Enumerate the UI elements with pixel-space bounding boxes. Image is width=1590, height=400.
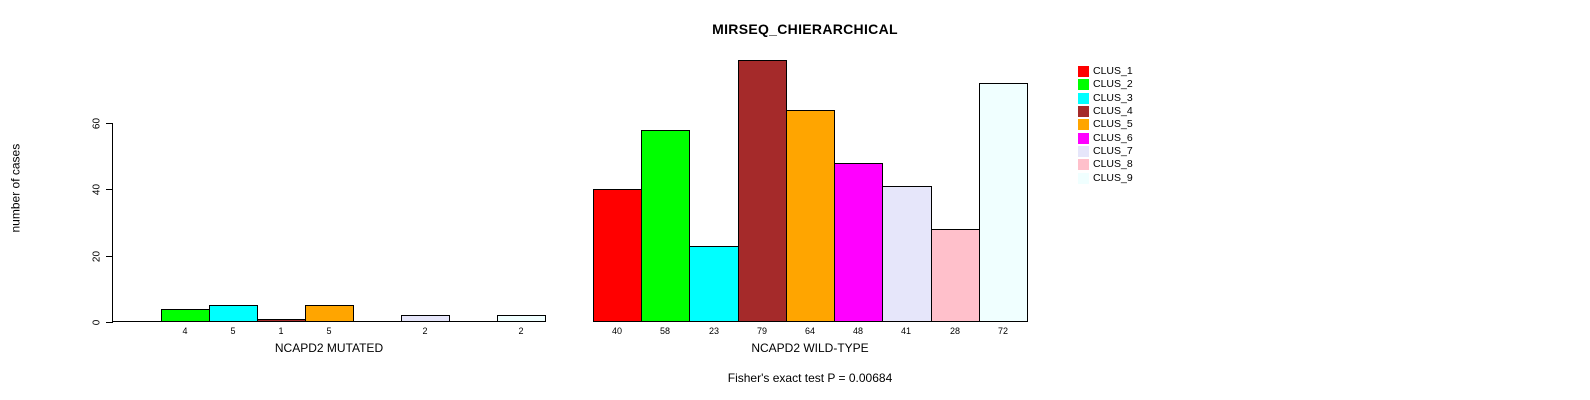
bar-clus_3 — [209, 305, 258, 322]
legend-label: CLUS_6 — [1093, 132, 1133, 144]
bar-clus_4 — [257, 319, 306, 322]
bar-value-label: 23 — [708, 326, 719, 336]
legend-label: CLUS_1 — [1093, 65, 1133, 77]
bar-value-label: 1 — [278, 326, 284, 336]
bar-value-label: 64 — [804, 326, 815, 336]
bar-value-label: 2 — [422, 326, 428, 336]
legend-swatch-clus_3 — [1078, 93, 1089, 104]
bar-value-label: 79 — [756, 326, 767, 336]
bar-clus_5 — [305, 305, 354, 322]
bar-clus_7 — [882, 186, 932, 322]
y-tick — [106, 255, 112, 257]
bar-value-label: 40 — [611, 326, 622, 336]
bar-clus_4 — [738, 60, 787, 322]
y-tick — [106, 189, 112, 191]
x-axis-label-mutated: NCAPD2 MUTATED — [274, 341, 384, 355]
legend-swatch-clus_8 — [1078, 159, 1089, 170]
y-tick — [106, 122, 112, 124]
bar-clus_2 — [641, 130, 690, 322]
bar-clus_3 — [689, 246, 739, 322]
y-tick-label: 20 — [91, 250, 103, 262]
y-tick-label: 40 — [91, 184, 103, 196]
bar-value-label: 28 — [949, 326, 960, 336]
y-tick-label: 60 — [91, 117, 103, 130]
bar-value-label: 41 — [900, 326, 911, 336]
bar-value-label: 58 — [659, 326, 670, 336]
bar-clus_9 — [497, 315, 546, 322]
legend-label: CLUS_3 — [1093, 92, 1133, 104]
legend-swatch-clus_6 — [1078, 133, 1089, 144]
legend-swatch-clus_9 — [1078, 173, 1089, 184]
legend-swatch-clus_5 — [1078, 119, 1089, 130]
bar-clus_1 — [593, 189, 642, 322]
legend-swatch-clus_1 — [1078, 66, 1089, 77]
legend-label: CLUS_5 — [1093, 118, 1133, 130]
bar-value-label: 48 — [852, 326, 863, 336]
legend-label: CLUS_9 — [1093, 172, 1133, 184]
legend-label: CLUS_7 — [1093, 145, 1133, 157]
legend-swatch-clus_4 — [1078, 106, 1089, 117]
bar-value-label: 72 — [997, 326, 1008, 336]
y-axis-line — [112, 123, 113, 323]
y-tick — [106, 322, 112, 323]
bar-value-label: 4 — [182, 326, 188, 336]
bar-clus_8 — [931, 229, 980, 322]
bar-clus_5 — [786, 110, 835, 322]
legend-label: CLUS_4 — [1093, 105, 1133, 117]
bar-clus_2 — [161, 309, 210, 322]
legend-swatch-clus_2 — [1078, 79, 1089, 90]
bar-clus_6 — [834, 163, 883, 322]
bar-clus_9 — [979, 83, 1028, 322]
fisher-test-annotation: Fisher's exact test P = 0.00684 — [727, 371, 893, 385]
bar-value-label: 5 — [326, 326, 332, 336]
chart-title: MIRSEQ_CHIERARCHICAL — [712, 21, 898, 37]
bar-value-label: 2 — [518, 326, 524, 336]
bar-value-label: 5 — [230, 326, 236, 336]
y-tick-label: 0 — [91, 319, 103, 326]
y-axis-title: number of cases — [8, 143, 23, 233]
x-axis-label-wildtype: NCAPD2 WILD-TYPE — [751, 341, 869, 355]
bar-clus_7 — [401, 315, 450, 322]
legend-swatch-clus_7 — [1078, 146, 1089, 157]
legend-label: CLUS_8 — [1093, 158, 1133, 170]
legend-label: CLUS_2 — [1093, 78, 1133, 90]
